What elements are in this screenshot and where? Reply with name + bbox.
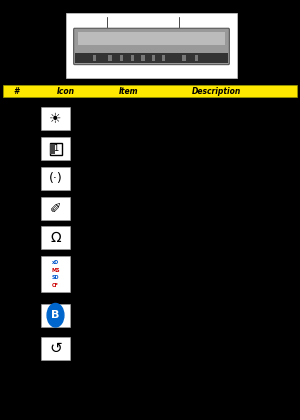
Text: SD: SD: [52, 276, 59, 281]
Text: 8  9: 8 9: [164, 79, 175, 84]
Text: xD: xD: [52, 260, 59, 265]
Bar: [3, 85, 297, 97]
Bar: [61, 147, 63, 152]
Text: Description: Description: [191, 87, 241, 96]
Bar: [120, 55, 123, 61]
Bar: [50, 144, 55, 154]
Bar: [74, 52, 229, 63]
Text: MS: MS: [51, 268, 60, 273]
Bar: [41, 107, 70, 130]
Text: 1: 1: [53, 144, 59, 153]
Text: Item: Item: [119, 87, 139, 96]
Bar: [93, 55, 96, 61]
Bar: [66, 13, 237, 78]
Bar: [41, 226, 70, 249]
Bar: [41, 137, 70, 160]
Bar: [41, 197, 70, 220]
FancyBboxPatch shape: [74, 28, 230, 65]
Text: ↺: ↺: [49, 341, 62, 356]
Bar: [41, 167, 70, 190]
Bar: [41, 304, 70, 327]
Text: 234 5 6: 234 5 6: [112, 79, 134, 84]
Text: 10: 10: [174, 8, 183, 14]
Bar: [108, 55, 112, 61]
Bar: [195, 55, 198, 61]
Text: ☀: ☀: [49, 112, 62, 126]
Text: Ω: Ω: [50, 231, 61, 244]
Text: 10: 10: [102, 8, 111, 14]
Text: #: #: [14, 87, 19, 96]
Bar: [78, 32, 225, 45]
Bar: [182, 55, 186, 61]
Text: CF: CF: [52, 283, 59, 288]
Bar: [50, 143, 61, 155]
Bar: [161, 55, 165, 61]
Bar: [41, 337, 70, 360]
Bar: [41, 256, 70, 292]
Text: 1: 1: [222, 79, 225, 84]
Bar: [152, 55, 155, 61]
Circle shape: [47, 303, 64, 327]
Text: 7: 7: [148, 79, 152, 84]
Text: (·): (·): [49, 172, 62, 185]
Text: Icon: Icon: [57, 87, 75, 96]
Text: B: B: [51, 310, 60, 320]
Bar: [131, 55, 134, 61]
Bar: [142, 55, 145, 61]
Text: ✐: ✐: [50, 201, 61, 215]
Text: 1: 1: [78, 79, 81, 84]
